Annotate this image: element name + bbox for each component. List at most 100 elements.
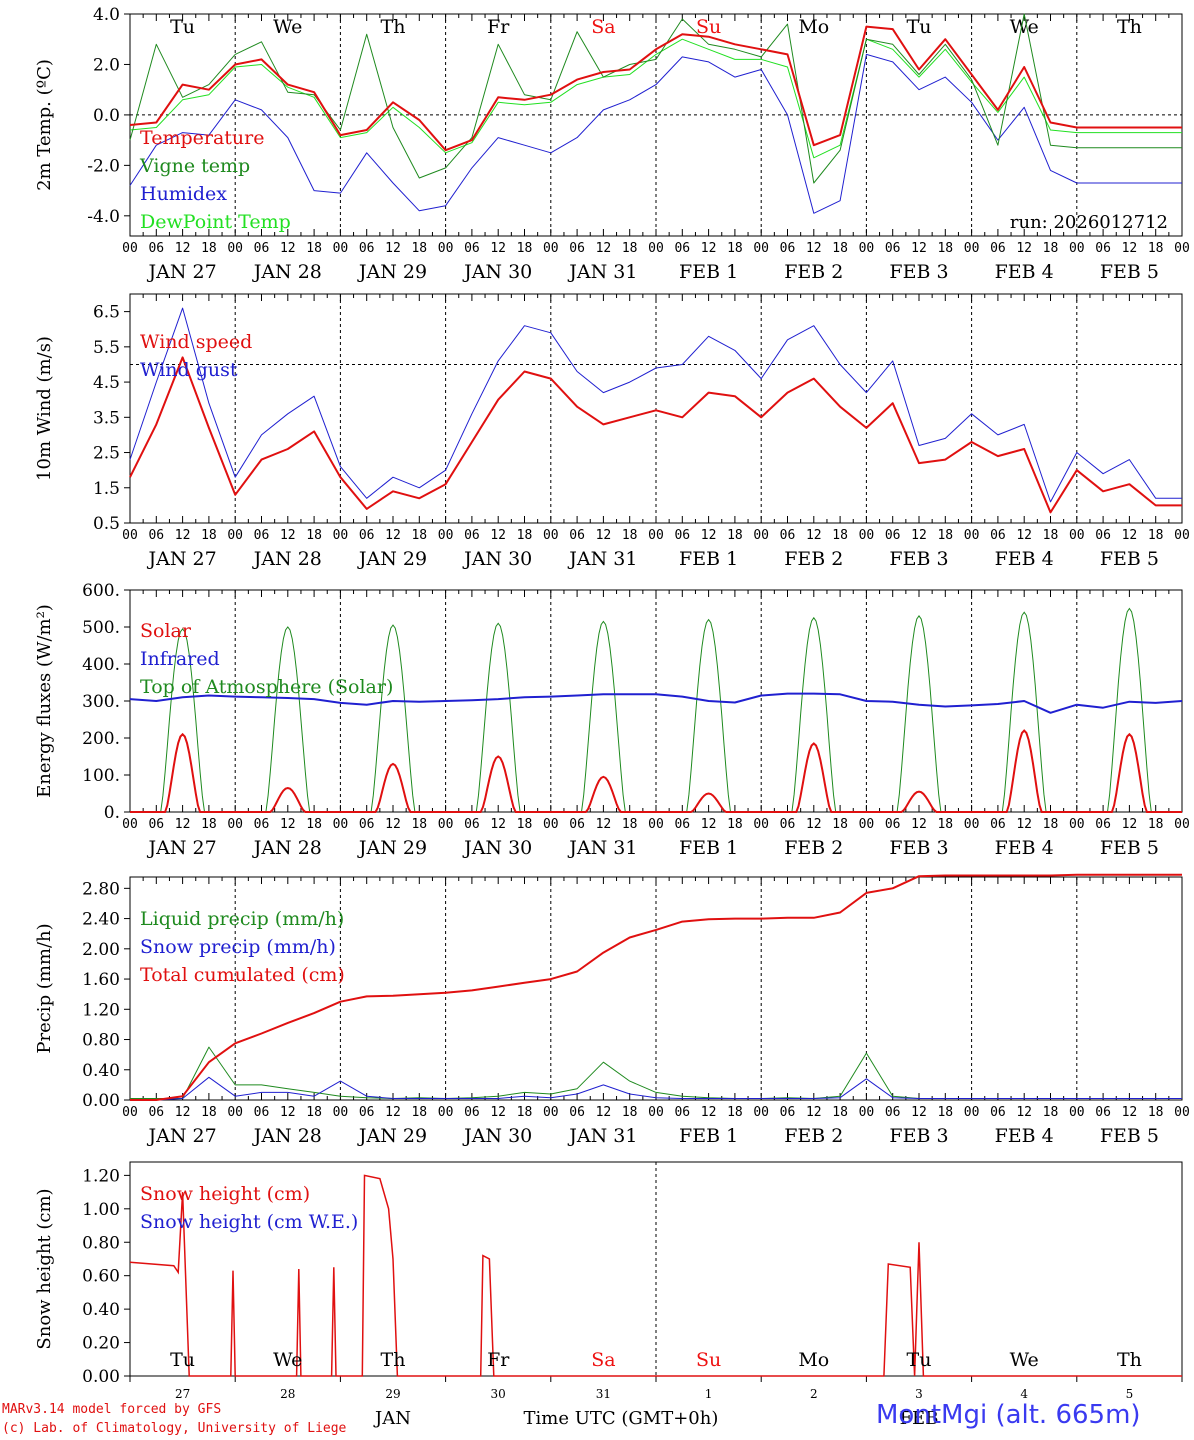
snow-day-name: Tu	[170, 1349, 195, 1371]
flux-hour-tick-label: 00	[438, 817, 454, 832]
flux-infrared-line	[129, 692, 1183, 714]
flux-ytick-label: 100.	[82, 766, 120, 786]
temp-hour-tick-label: 18	[201, 241, 217, 256]
temp-legend-3: DewPoint Temp	[140, 211, 291, 233]
temp-hour-tick-label: 00	[648, 241, 664, 256]
precip-date-label: JAN 30	[462, 1125, 532, 1147]
snow-day-number: 27	[175, 1387, 190, 1401]
wind-hour-tick-label: 12	[1016, 528, 1032, 543]
snow-day-number: 29	[385, 1387, 400, 1401]
wind-hour-tick-label: 00	[333, 528, 349, 543]
wind-hour-tick-label: 06	[780, 528, 796, 543]
snow-day-number: 28	[280, 1387, 295, 1401]
temp-day-name: We	[273, 16, 302, 38]
wind-hour-tick-label: 00	[648, 528, 664, 543]
precip-ytick-label: 1.20	[82, 1000, 120, 1020]
flux-hour-tick-label: 18	[411, 817, 427, 832]
wind-hour-tick-label: 18	[937, 528, 953, 543]
snow-day-number: 4	[1020, 1387, 1028, 1401]
flux-hour-tick-label: 12	[1122, 817, 1138, 832]
temp-hour-tick-label: 00	[1069, 241, 1085, 256]
temp-day-name: Tu	[170, 16, 195, 38]
precip-date-label: JAN 28	[252, 1125, 322, 1147]
temp-hour-tick-label: 06	[359, 241, 375, 256]
temp-hour-tick-label: 18	[306, 241, 322, 256]
wind-hour-tick-label: 18	[727, 528, 743, 543]
temp-hour-tick-label: 00	[753, 241, 769, 256]
precip-hour-tick-label: 12	[1122, 1105, 1138, 1120]
wind-hour-tick-label: 18	[306, 528, 322, 543]
temp-hour-tick-label: 06	[464, 241, 480, 256]
temp-date-label: JAN 31	[567, 261, 637, 283]
snow-day-name: Th	[381, 1349, 406, 1371]
temp-date-label: JAN 29	[357, 261, 427, 283]
flux-hour-tick-label: 00	[859, 817, 875, 832]
wind-hour-tick-label: 00	[122, 528, 138, 543]
temp-run-label: run: 2026012712	[1010, 212, 1168, 233]
snow-month-label: FEB	[900, 1408, 939, 1429]
flux-hour-tick-label: 12	[490, 817, 506, 832]
temp-ytick-label: 0.0	[93, 106, 120, 126]
temp-hour-tick-label: 18	[1148, 241, 1164, 256]
flux-hour-tick-label: 12	[280, 817, 296, 832]
wind-ytick-label: 5.5	[93, 338, 120, 358]
snow-day-number: 31	[596, 1387, 611, 1401]
temp-day-name: Fr	[487, 16, 510, 38]
temp-hour-tick-label: 00	[227, 241, 243, 256]
wind-hour-tick-label: 00	[227, 528, 243, 543]
temp-day-name: Su	[696, 16, 721, 38]
flux-hour-tick-label: 18	[727, 817, 743, 832]
precip-hour-tick-label: 12	[490, 1105, 506, 1120]
flux-hour-tick-label: 12	[701, 817, 717, 832]
precip-hour-tick-label: 00	[964, 1105, 980, 1120]
precip-ytick-label: 2.00	[82, 940, 120, 960]
precip-date-label: JAN 31	[567, 1125, 637, 1147]
precip-ytick-label: 2.80	[82, 879, 120, 899]
flux-hour-tick-label: 18	[622, 817, 638, 832]
temp-hour-tick-label: 12	[701, 241, 717, 256]
snow-day-name: We	[273, 1349, 302, 1371]
snow-ytick-label: 0.80	[82, 1233, 120, 1253]
flux-hour-tick-label: 00	[648, 817, 664, 832]
precip-ytick-label: 1.60	[82, 970, 120, 990]
precip-hour-tick-label: 06	[148, 1105, 164, 1120]
precip-hour-tick-label: 12	[806, 1105, 822, 1120]
wind-hour-tick-label: 06	[464, 528, 480, 543]
precip-legend-1: Snow precip (mm/h)	[140, 936, 336, 958]
snow-ytick-label: 1.20	[82, 1166, 120, 1186]
snow-day-number: 3	[915, 1387, 923, 1401]
precip-hour-tick-label: 12	[1016, 1105, 1032, 1120]
flux-legend-0: Solar	[140, 620, 192, 642]
precip-hour-tick-label: 00	[1174, 1105, 1190, 1120]
precip-hour-tick-label: 18	[411, 1105, 427, 1120]
wind-hour-tick-label: 18	[411, 528, 427, 543]
snow-ytick-label: 0.40	[82, 1300, 120, 1320]
temp-date-label: FEB 2	[784, 261, 843, 283]
precip-hour-tick-label: 06	[780, 1105, 796, 1120]
flux-date-label: JAN 29	[357, 837, 427, 859]
flux-hour-tick-label: 06	[254, 817, 270, 832]
flux-hour-tick-label: 06	[990, 817, 1006, 832]
precip-ytick-label: 0.40	[82, 1061, 120, 1081]
temp-date-label: JAN 28	[252, 261, 322, 283]
temp-hour-tick-label: 00	[438, 241, 454, 256]
precip-hour-tick-label: 18	[727, 1105, 743, 1120]
temp-hour-tick-label: 06	[780, 241, 796, 256]
wind-hour-tick-label: 00	[753, 528, 769, 543]
precip-hour-tick-label: 00	[648, 1105, 664, 1120]
wind-hour-tick-label: 18	[201, 528, 217, 543]
snow-legend-1: Snow height (cm W.E.)	[140, 1211, 358, 1233]
wind-hour-tick-label: 12	[911, 528, 927, 543]
temp-day-name: Tu	[907, 16, 932, 38]
temp-hour-tick-label: 00	[859, 241, 875, 256]
flux-hour-tick-label: 06	[1095, 817, 1111, 832]
wind-date-label: JAN 31	[567, 548, 637, 570]
wind-hour-tick-label: 00	[964, 528, 980, 543]
flux-hour-tick-label: 00	[543, 817, 559, 832]
temp-hour-tick-label: 12	[596, 241, 612, 256]
temp-hour-tick-label: 12	[175, 241, 191, 256]
wind-hour-tick-label: 12	[701, 528, 717, 543]
temp-day-name: Mo	[798, 16, 829, 38]
temp-hour-tick-label: 06	[569, 241, 585, 256]
wind-hour-tick-label: 12	[175, 528, 191, 543]
